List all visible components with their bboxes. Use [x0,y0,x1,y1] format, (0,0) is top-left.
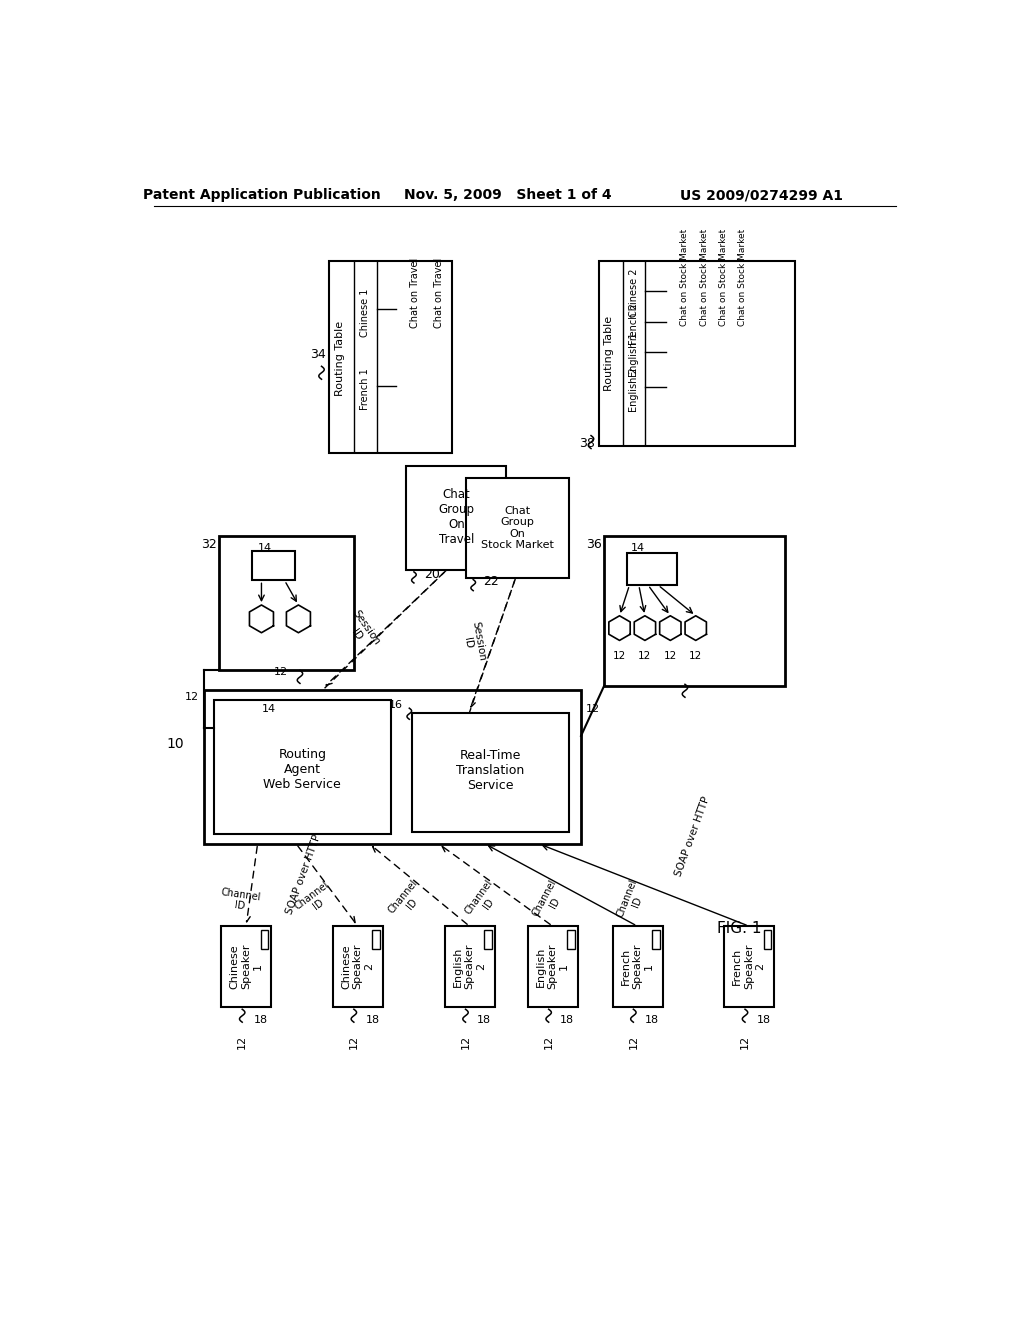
Text: 12: 12 [740,1035,750,1048]
Text: Patent Application Publication: Patent Application Publication [142,189,380,202]
Bar [444,927,495,1007]
Bar [333,927,383,1007]
Bar [466,478,569,578]
Text: Chinese 1: Chinese 1 [360,288,371,337]
Text: Channel
ID: Channel ID [387,878,429,923]
Text: 14: 14 [258,544,271,553]
Text: 12: 12 [461,1035,470,1048]
Text: French 2: French 2 [629,304,639,345]
Text: Chinese
Speaker
2: Chinese Speaker 2 [341,944,375,989]
Text: 18: 18 [366,1015,380,1024]
Bar [528,927,578,1007]
Text: Channel
ID: Channel ID [293,879,338,921]
Text: Chat on Stock Market: Chat on Stock Market [719,230,728,326]
Text: Session
ID: Session ID [341,609,382,653]
Text: Chat
Group
On
Stock Market: Chat Group On Stock Market [480,506,554,550]
Text: English 2: English 2 [629,367,639,412]
Bar [484,929,492,949]
Bar [724,927,774,1007]
Text: 34: 34 [309,348,326,362]
Text: Chat on Stock Market: Chat on Stock Market [681,230,689,326]
Text: 18: 18 [560,1015,574,1024]
Text: SOAP over HTTP: SOAP over HTTP [674,795,712,878]
Bar [373,929,380,949]
Bar [204,689,581,843]
Text: Routing Table: Routing Table [604,315,614,391]
Text: 12: 12 [613,651,626,661]
Text: 12: 12 [544,1035,554,1048]
Text: 22: 22 [483,576,499,589]
Text: Channel
ID: Channel ID [219,887,262,913]
Bar [612,927,663,1007]
Text: 12: 12 [629,1035,638,1048]
Bar [628,553,677,585]
Text: English 1: English 1 [629,333,639,378]
Text: 10: 10 [167,737,184,751]
Bar [252,552,295,581]
Text: Nov. 5, 2009   Sheet 1 of 4: Nov. 5, 2009 Sheet 1 of 4 [404,189,611,202]
Text: 18: 18 [757,1015,771,1024]
Text: 18: 18 [645,1015,659,1024]
Text: Chinese
Speaker
1: Chinese Speaker 1 [229,944,263,989]
Text: 20: 20 [424,568,439,581]
Text: English
Speaker
2: English Speaker 2 [453,944,486,989]
Bar [214,700,391,834]
Text: Routing Table: Routing Table [335,321,345,396]
Text: Chat on Stock Market: Chat on Stock Market [738,230,748,326]
Text: Chat on Travel: Chat on Travel [433,257,443,329]
Text: Routing
Agent
Web Service: Routing Agent Web Service [263,747,341,791]
Text: 32: 32 [201,539,217,550]
Text: Channel
ID: Channel ID [464,878,505,923]
Text: Channel
ID: Channel ID [614,878,649,923]
Text: Channel
ID: Channel ID [530,878,568,923]
Text: 12: 12 [273,667,288,677]
Bar [219,536,354,671]
Text: SOAP over HTTP: SOAP over HTTP [285,833,323,916]
Text: 12: 12 [638,651,651,661]
Text: French
Speaker
2: French Speaker 2 [732,944,766,989]
Text: FIG. 1: FIG. 1 [717,921,761,936]
Bar [221,927,271,1007]
Text: English
Speaker
1: English Speaker 1 [536,944,569,989]
Text: US 2009/0274299 A1: US 2009/0274299 A1 [681,189,844,202]
Text: Chat on Stock Market: Chat on Stock Market [699,230,709,326]
Bar [764,929,771,949]
Text: Chat on Travel: Chat on Travel [411,257,421,329]
Text: 14: 14 [631,544,645,553]
Bar [412,713,569,832]
Text: Real-Time
Translation
Service: Real-Time Translation Service [456,748,524,792]
Text: 18: 18 [254,1015,268,1024]
Text: 14: 14 [261,704,275,714]
Bar [599,261,795,446]
Text: Chinese 2: Chinese 2 [629,269,639,317]
Text: 18: 18 [477,1015,492,1024]
Text: 12: 12 [586,704,600,714]
Bar [604,536,785,686]
Text: 12: 12 [238,1035,247,1048]
Bar [261,929,268,949]
Text: 12: 12 [664,651,677,661]
Bar [330,261,453,453]
Text: 12: 12 [689,651,702,661]
Text: French
Speaker
1: French Speaker 1 [621,944,653,989]
Bar [652,929,659,949]
Text: Session
ID: Session ID [459,620,487,664]
Text: 12: 12 [349,1035,358,1048]
Text: Chat
Group
On
Travel: Chat Group On Travel [438,488,474,546]
Text: 12: 12 [185,693,200,702]
Text: French 1: French 1 [360,368,371,411]
Text: 38: 38 [579,437,595,450]
Text: 36: 36 [586,539,602,550]
Bar [567,929,574,949]
Text: 16: 16 [388,700,402,710]
Bar [407,466,506,570]
